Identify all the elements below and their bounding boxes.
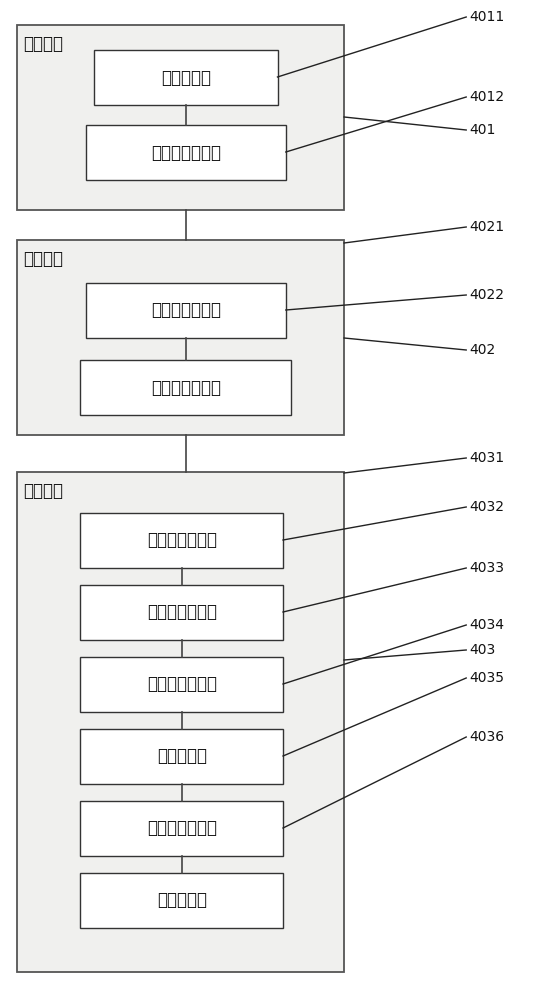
Bar <box>80 729 283 784</box>
Text: 4031: 4031 <box>469 451 504 465</box>
Text: 评价单元: 评价单元 <box>23 482 63 500</box>
Bar <box>86 125 286 180</box>
Text: 第三计算子单元: 第三计算子单元 <box>147 603 217 621</box>
Text: 4011: 4011 <box>469 10 504 24</box>
Bar <box>80 801 283 856</box>
Text: 计算单元: 计算单元 <box>23 250 63 268</box>
Bar <box>80 585 283 640</box>
Bar <box>17 240 344 435</box>
Text: 4036: 4036 <box>469 730 504 744</box>
Text: 401: 401 <box>469 123 496 137</box>
Bar <box>94 50 278 105</box>
Text: 更新子单元: 更新子单元 <box>157 748 207 766</box>
Text: 402: 402 <box>469 343 495 357</box>
Bar <box>17 25 344 210</box>
Text: 评价子单元: 评价子单元 <box>157 892 207 910</box>
Bar <box>80 513 283 568</box>
Text: 第一计算子单元: 第一计算子单元 <box>151 302 221 320</box>
Text: 第二获取子单元: 第二获取子单元 <box>151 379 221 397</box>
Bar <box>80 360 291 415</box>
Text: 4012: 4012 <box>469 90 504 104</box>
Text: 获取单元: 获取单元 <box>23 35 63 53</box>
Text: 采集子单元: 采集子单元 <box>161 68 211 87</box>
Text: 第一获取子单元: 第一获取子单元 <box>151 144 221 162</box>
Text: 第四计算子单元: 第四计算子单元 <box>147 820 217 838</box>
Text: 4032: 4032 <box>469 500 504 514</box>
Text: 4033: 4033 <box>469 561 504 575</box>
Bar <box>86 283 286 338</box>
Text: 4022: 4022 <box>469 288 504 302</box>
Text: 4034: 4034 <box>469 618 504 632</box>
Bar <box>80 657 283 712</box>
Text: 4035: 4035 <box>469 671 504 685</box>
Text: 403: 403 <box>469 643 495 657</box>
Text: 第二计算子单元: 第二计算子单元 <box>147 532 217 550</box>
Text: 第三获取子单元: 第三获取子单元 <box>147 676 217 694</box>
Bar <box>80 873 283 928</box>
Text: 4021: 4021 <box>469 220 504 234</box>
Bar <box>17 472 344 972</box>
